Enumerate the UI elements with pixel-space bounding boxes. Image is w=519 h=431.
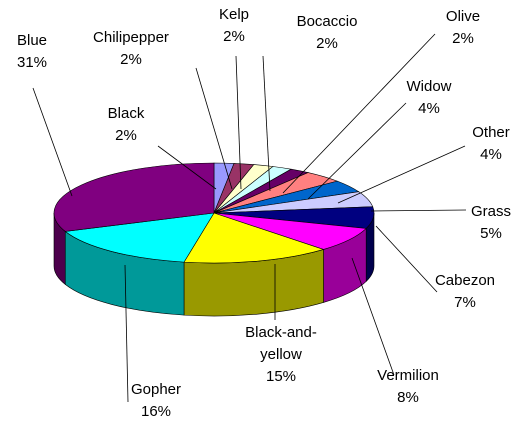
slice-name-gopher: Gopher bbox=[131, 381, 181, 398]
pie-slices bbox=[53, 162, 375, 264]
slice-labels: Black 2%Chilipepper 2%Kelp 2%Bocaccio 2%Oliv… bbox=[17, 6, 511, 420]
slice-percent-vermilion: 8% bbox=[397, 389, 419, 406]
slice-blue bbox=[53, 162, 215, 232]
slice-name-widow: Widow bbox=[406, 78, 451, 95]
slice-name-black-and-yellow: Black-and- bbox=[245, 324, 317, 341]
slice-name-black-and-yellow: yellow bbox=[260, 346, 302, 363]
slice-percent-kelp: 2% bbox=[223, 28, 245, 45]
slice-name-chilipepper: Chilipepper bbox=[93, 29, 169, 46]
slice-name-bocaccio: Bocaccio bbox=[297, 13, 358, 30]
leader-line-blue bbox=[32, 87, 73, 197]
slice-label-kelp: Kelp 2% bbox=[219, 6, 249, 45]
slice-name-vermilion: Vermilion bbox=[377, 367, 439, 384]
pie-sides bbox=[53, 212, 375, 317]
leader-lines bbox=[32, 33, 467, 403]
leader-line-olive bbox=[282, 33, 436, 194]
slice-percent-chilipepper: 2% bbox=[120, 51, 142, 68]
slice-percent-olive: 2% bbox=[452, 30, 474, 47]
slice-percent-blue: 31% bbox=[17, 54, 47, 71]
slice-name-other: Other bbox=[472, 124, 510, 141]
leader-line-chilipepper bbox=[195, 67, 233, 190]
slice-label-chilipepper: Chilipepper 2% bbox=[93, 29, 169, 68]
leader-line-other bbox=[337, 145, 466, 204]
leader-line-vermilion bbox=[351, 257, 395, 376]
slice-label-blue: Blue 31% bbox=[17, 32, 47, 71]
slice-name-grass: Grass bbox=[471, 203, 511, 220]
slice-label-vermilion: Vermilion 8% bbox=[377, 367, 439, 406]
slice-name-olive: Olive bbox=[446, 8, 480, 25]
leader-line-gopher bbox=[124, 264, 129, 403]
slice-name-cabezon: Cabezon bbox=[435, 272, 495, 289]
slice-percent-gopher: 16% bbox=[141, 403, 171, 420]
slice-percent-bocaccio: 2% bbox=[316, 35, 338, 52]
leader-line-widow bbox=[307, 102, 407, 200]
leader-line-bocaccio bbox=[262, 55, 271, 192]
slice-label-widow: Widow 4% bbox=[406, 78, 451, 117]
slice-label-grass: Grass 5% bbox=[471, 203, 511, 242]
leader-line-black bbox=[157, 145, 217, 190]
slice-label-bocaccio: Bocaccio 2% bbox=[297, 13, 358, 52]
slice-label-cabezon: Cabezon 7% bbox=[435, 272, 495, 311]
slice-percent-grass: 5% bbox=[480, 225, 502, 242]
slice-label-black: Black 2% bbox=[108, 105, 145, 144]
slice-gopher bbox=[64, 212, 215, 263]
slice-name-black: Black bbox=[108, 105, 145, 122]
slice-black-and-yellow bbox=[183, 212, 325, 264]
slice-label-black-and-yellow: Black-and-yellow 15% bbox=[245, 324, 317, 385]
slice-label-olive: Olive 2% bbox=[446, 8, 480, 47]
leader-line-cabezon bbox=[375, 225, 438, 293]
slice-percent-black: 2% bbox=[115, 127, 137, 144]
leader-line-kelp bbox=[235, 55, 242, 190]
slice-name-blue: Blue bbox=[17, 32, 47, 49]
slice-percent-black-and-yellow: 15% bbox=[266, 368, 296, 385]
slice-percent-cabezon: 7% bbox=[454, 294, 476, 311]
slice-percent-other: 4% bbox=[480, 146, 502, 163]
slice-percent-widow: 4% bbox=[418, 100, 440, 117]
leader-line-grass bbox=[370, 209, 467, 212]
slice-label-other: Other 4% bbox=[472, 124, 510, 163]
slice-label-gopher: Gopher 16% bbox=[131, 381, 181, 420]
slice-name-kelp: Kelp bbox=[219, 6, 249, 23]
